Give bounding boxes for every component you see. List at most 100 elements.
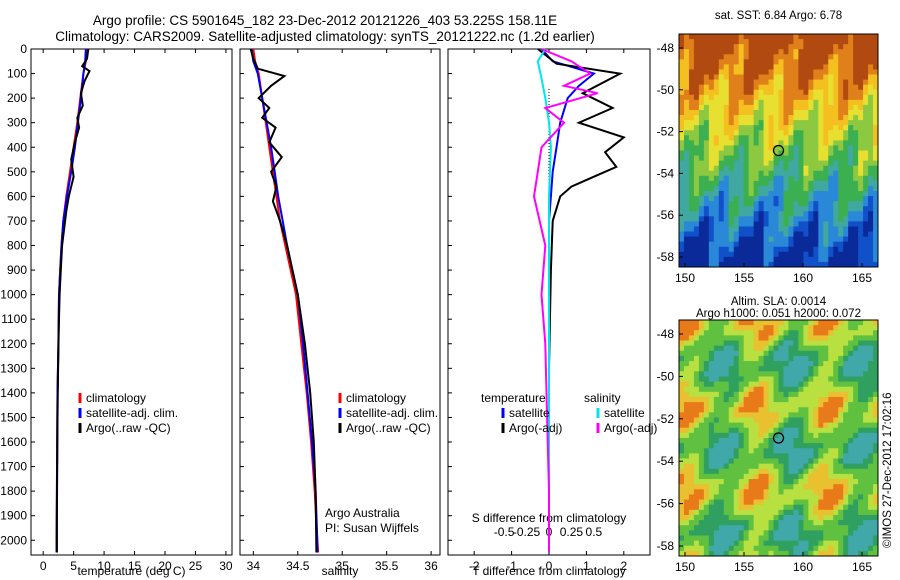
map-pixel xyxy=(679,241,685,248)
map-pixel xyxy=(773,160,779,167)
map-pixel xyxy=(763,241,770,248)
map-pixel xyxy=(679,160,685,167)
map-pixel xyxy=(793,191,799,197)
map-pixel xyxy=(728,438,735,444)
map-pixel xyxy=(773,350,779,357)
map-pixel xyxy=(753,145,760,151)
y-tick-label: 300 xyxy=(7,116,27,130)
map-pixel xyxy=(738,99,745,106)
map-pixel xyxy=(793,140,799,146)
map-pixel xyxy=(758,545,765,552)
map-pixel xyxy=(803,479,809,485)
map-pixel xyxy=(768,79,775,86)
map-pixel xyxy=(863,49,869,55)
map-pixel xyxy=(679,448,685,454)
map-pixel xyxy=(873,231,879,238)
map-pixel xyxy=(708,196,715,202)
map-pixel xyxy=(838,94,844,101)
map-pixel xyxy=(728,94,735,101)
map-pixel xyxy=(693,448,700,454)
map-pixel xyxy=(713,453,720,460)
map-pixel xyxy=(679,340,685,347)
map-pixel xyxy=(693,479,700,485)
map-pixel xyxy=(853,59,859,65)
map-pixel xyxy=(763,525,770,531)
map-pixel xyxy=(873,120,879,126)
map-pixel xyxy=(763,320,770,326)
map-pixel xyxy=(833,201,839,207)
map-pixel xyxy=(728,468,735,475)
map-pixel xyxy=(833,211,839,217)
map-pixel xyxy=(873,261,879,268)
map-pixel xyxy=(688,221,695,227)
map-pixel xyxy=(788,236,794,243)
map-pixel xyxy=(808,211,814,217)
map-pixel xyxy=(683,165,690,172)
map-pixel xyxy=(788,494,794,501)
map-pixel xyxy=(778,150,784,157)
map-pixel xyxy=(838,432,844,439)
map-pixel xyxy=(679,407,685,413)
map-pixel xyxy=(863,520,869,526)
map-pixel xyxy=(708,34,715,40)
map-pixel xyxy=(723,320,730,326)
map-pixel xyxy=(863,396,869,403)
map-pixel xyxy=(683,494,690,501)
map-pixel xyxy=(798,150,804,157)
map-pixel xyxy=(868,201,874,207)
map-pixel xyxy=(823,261,829,268)
map-pixel xyxy=(718,550,725,557)
map-pixel xyxy=(788,84,794,91)
map-pixel xyxy=(708,135,715,141)
map-pixel xyxy=(768,376,775,383)
map-pixel xyxy=(823,514,829,521)
map-pixel xyxy=(768,180,775,187)
map-pixel xyxy=(833,180,839,187)
map-pixel xyxy=(773,165,779,172)
map-pixel xyxy=(853,191,859,197)
map-pixel xyxy=(763,201,770,207)
map-pixel xyxy=(708,320,715,326)
map-pixel xyxy=(813,59,819,65)
map-pixel xyxy=(773,120,779,126)
map-pixel xyxy=(723,350,730,357)
map-pixel xyxy=(758,135,765,141)
map-pixel xyxy=(853,504,859,511)
map-pixel xyxy=(853,231,859,238)
map-pixel xyxy=(703,350,710,357)
map-pixel xyxy=(803,216,809,222)
map-pixel xyxy=(833,453,839,460)
map-pixel xyxy=(793,44,799,50)
map-pixel xyxy=(713,49,720,55)
map-pixel xyxy=(688,246,695,253)
map-pixel xyxy=(679,391,685,398)
map-pixel xyxy=(838,185,844,192)
map-pixel xyxy=(738,391,745,398)
map-pixel xyxy=(698,226,705,233)
map-pixel xyxy=(833,520,839,526)
map-pixel xyxy=(713,361,720,367)
map-pixel xyxy=(873,211,879,217)
map-pixel xyxy=(713,104,720,111)
map-pixel xyxy=(863,140,869,146)
map-pixel xyxy=(833,545,839,552)
map-pixel xyxy=(733,484,740,490)
map-pixel xyxy=(748,432,755,439)
map-pixel xyxy=(679,402,685,408)
map-pixel xyxy=(863,145,869,151)
map-pixel xyxy=(683,64,690,70)
map-pixel xyxy=(758,535,765,542)
map-pixel xyxy=(848,468,854,475)
map-pixel xyxy=(818,325,824,331)
map-pixel xyxy=(803,69,809,76)
map-pixel xyxy=(848,412,854,418)
map-pixel xyxy=(808,386,814,393)
map-pixel xyxy=(773,251,779,258)
map-pixel xyxy=(733,366,740,372)
map-pixel xyxy=(768,211,775,217)
map-pixel xyxy=(798,256,804,263)
map-pixel xyxy=(813,221,819,227)
map-title: Argo h1000: 0.051 h2000: 0.072 xyxy=(696,308,861,320)
map-pixel xyxy=(843,44,849,50)
map-pixel xyxy=(763,402,770,408)
